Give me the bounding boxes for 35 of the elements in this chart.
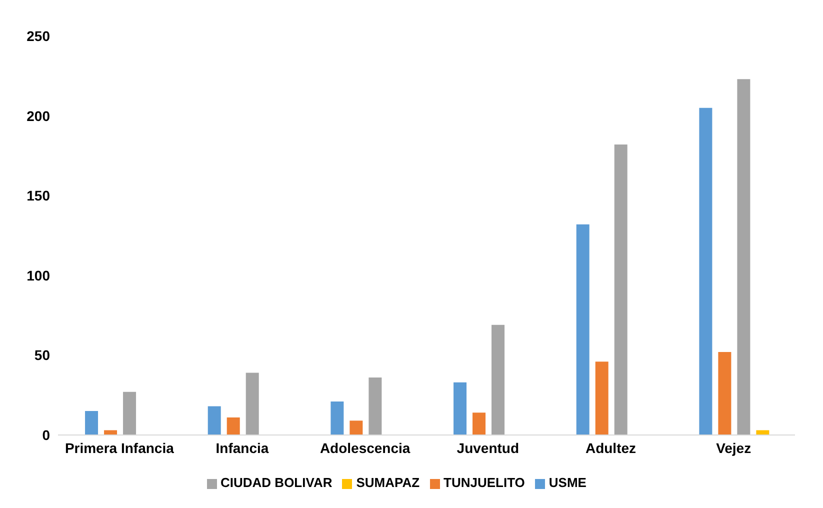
legend-label: CIUDAD BOLIVAR <box>220 475 332 490</box>
legend-label: USME <box>548 475 586 490</box>
bar <box>246 372 259 435</box>
bar <box>330 401 344 435</box>
legend-label: SUMAPAZ <box>356 475 420 490</box>
bar <box>368 378 382 435</box>
bar <box>85 411 98 435</box>
y-tick-label: 250 <box>26 28 50 44</box>
bar <box>472 412 486 435</box>
bar <box>756 430 770 435</box>
y-tick-label: 100 <box>26 267 50 284</box>
x-tick-label: Adultez <box>585 440 636 456</box>
y-tick-label: 0 <box>42 426 50 443</box>
bar <box>454 382 467 435</box>
bar <box>208 406 221 435</box>
bar <box>576 224 590 435</box>
y-tick-label: 50 <box>34 347 50 364</box>
x-tick-label: Adolescencia <box>320 440 410 456</box>
y-tick-label: 200 <box>26 108 50 124</box>
legend-label: TUNJUELITO <box>444 475 525 490</box>
bar <box>492 324 505 435</box>
bar <box>699 108 712 435</box>
x-tick-label: Primera Infancia <box>64 440 174 456</box>
bar <box>595 362 608 435</box>
bar <box>123 392 136 435</box>
x-tick-label: Juventud <box>456 440 520 456</box>
bar <box>614 144 628 435</box>
bar <box>737 79 750 435</box>
x-tick-label: Infancia <box>216 440 269 456</box>
bar <box>718 352 732 435</box>
x-tick-label: Vejez <box>716 440 752 456</box>
bar <box>350 420 363 435</box>
bar <box>104 430 118 435</box>
y-tick-label: 150 <box>26 188 50 204</box>
bar <box>226 417 240 435</box>
